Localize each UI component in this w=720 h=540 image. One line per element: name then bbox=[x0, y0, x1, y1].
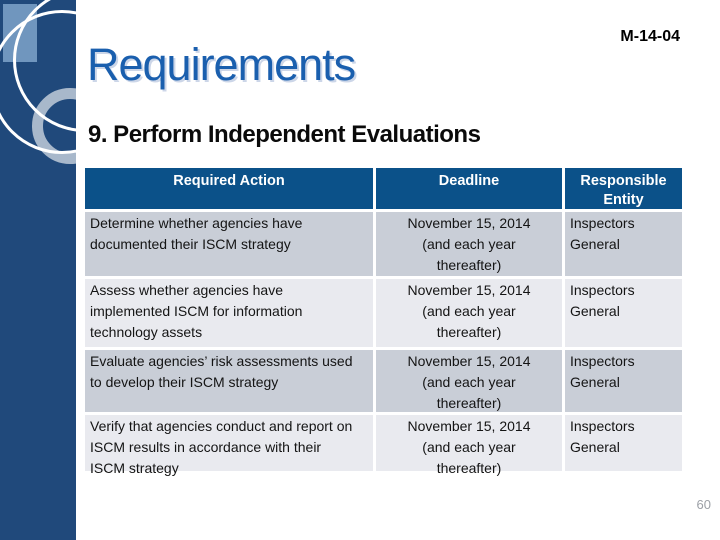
cell-deadline: November 15, 2014 (and each year thereaf… bbox=[376, 415, 562, 476]
cell-action: Determine whether agencies have document… bbox=[85, 212, 373, 276]
column-header-deadline: Deadline bbox=[376, 168, 562, 209]
cell-deadline: November 15, 2014 (and each year thereaf… bbox=[376, 212, 562, 276]
cell-entity: Inspectors General bbox=[565, 279, 682, 347]
slide-subtitle: 9. Perform Independent Evaluations bbox=[88, 121, 481, 148]
cell-action: Assess whether agencies have implemented… bbox=[85, 279, 373, 347]
doc-tag: M-14-04 bbox=[620, 28, 680, 45]
cell-entity: Inspectors General bbox=[565, 212, 682, 276]
cell-action: Evaluate agencies’ risk assessments used… bbox=[85, 350, 373, 412]
column-header-required-action: Required Action bbox=[85, 168, 373, 209]
cell-entity: Inspectors General bbox=[565, 350, 682, 412]
cell-deadline: November 15, 2014 (and each year thereaf… bbox=[376, 279, 562, 347]
cell-deadline: November 15, 2014 (and each year thereaf… bbox=[376, 350, 562, 412]
page-number: 60 bbox=[696, 497, 711, 512]
requirements-table: Required Action Deadline Responsible Ent… bbox=[85, 168, 682, 476]
cell-action: Verify that agencies conduct and report … bbox=[85, 415, 373, 476]
decor-circle-icon bbox=[0, 10, 76, 154]
column-header-responsible-entity: Responsible Entity bbox=[565, 168, 682, 209]
slide-title: Requirements bbox=[87, 39, 356, 90]
sidebar-decoration bbox=[0, 0, 76, 540]
cell-entity: Inspectors General bbox=[565, 415, 682, 471]
